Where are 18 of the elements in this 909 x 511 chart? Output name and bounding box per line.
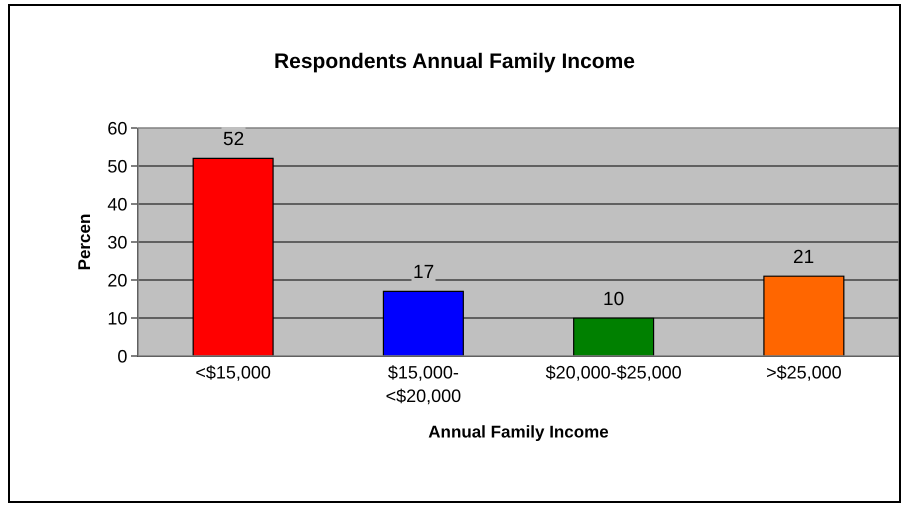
x-tick-label: >$25,000 <box>766 362 842 383</box>
x-tick-label: $15,000- <$20,000 <box>386 362 462 406</box>
x-axis-title: Annual Family Income <box>428 422 609 442</box>
chart-title: Respondents Annual Family Income <box>274 50 635 73</box>
x-tick-label: <$15,000 <box>195 362 271 383</box>
y-tick-label: 10 <box>107 308 128 328</box>
data-label: 52 <box>223 129 244 150</box>
y-tick-label: 60 <box>107 118 128 138</box>
y-tick-label: 40 <box>107 194 128 214</box>
data-label: 17 <box>413 262 434 283</box>
y-tick-label: 0 <box>117 346 128 366</box>
data-label: 10 <box>603 289 624 310</box>
y-tick-label: 50 <box>107 156 128 176</box>
y-tick-label: 30 <box>107 232 128 252</box>
x-tick-label: $20,000-$25,000 <box>546 362 682 383</box>
data-label: 21 <box>793 247 814 268</box>
y-axis-title: Percen <box>74 214 94 270</box>
y-tick-label: 20 <box>107 270 128 290</box>
